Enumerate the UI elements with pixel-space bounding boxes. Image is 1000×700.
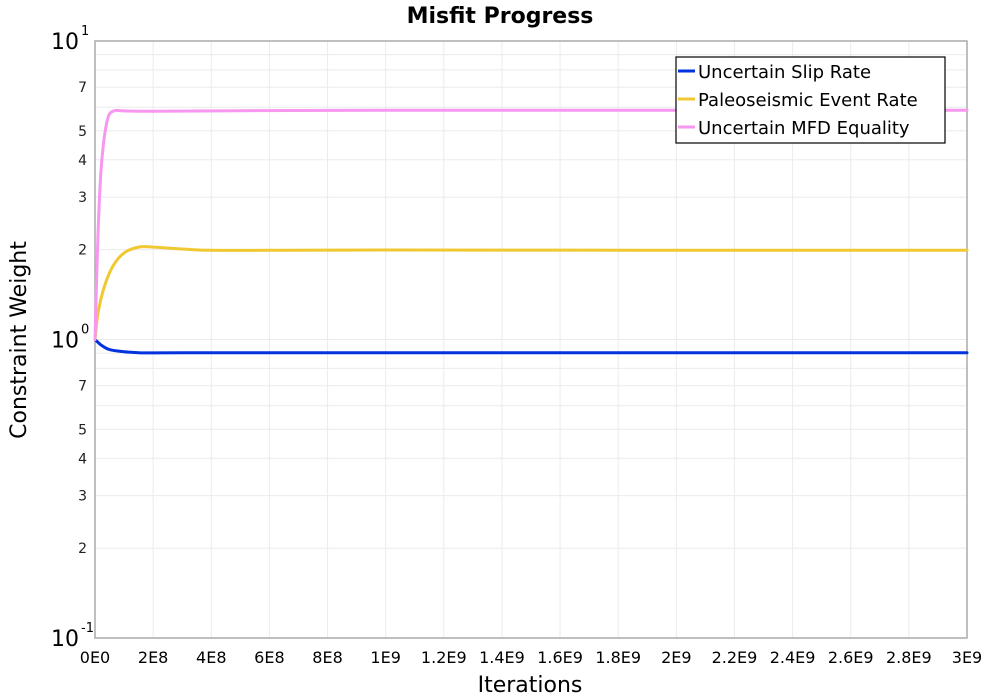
x-axis-title: Iterations [478,673,583,698]
x-tick-label: 1.6E9 [537,648,583,667]
legend-item-uncertain-mfd-equality: Uncertain MFD Equality [678,118,910,139]
x-tick-label: 3E9 [952,648,982,667]
x-tick-label: 1E9 [370,648,400,667]
y-axis-title: Constraint Weight [7,241,32,439]
x-tick-label: 1.2E9 [421,648,467,667]
x-tick-label: 2.4E9 [770,648,816,667]
series-lines [93,108,969,355]
legend: Uncertain Slip Rate Paleoseismic Event R… [675,56,946,144]
x-axis-ticks: 0E0 2E8 4E8 6E8 8E8 1E9 1.2E9 1.4E9 1.6E9 1.8E9 2E… [80,648,982,667]
x-tick-label: 2.6E9 [828,648,874,667]
legend-label: Paleoseismic Event Rate [698,90,918,111]
legend-item-uncertain-slip-rate: Uncertain Slip Rate [678,62,871,83]
series-line-paleoseismic-event-rate [93,245,969,341]
y-minor-tick-label: 7 [78,379,87,395]
y-minor-tick-label: 7 [78,80,87,96]
x-tick-label: 1.4E9 [479,648,525,667]
chart-title: Misfit Progress [407,4,594,29]
y-major-tick-label: 10 -1 [51,621,94,652]
svg-text:10: 10 [51,329,79,354]
x-tick-label: 8E8 [312,648,342,667]
y-minor-tick-label: 4 [78,153,87,169]
y-minor-tick-label: 3 [78,190,87,206]
legend-item-paleoseismic-event-rate: Paleoseismic Event Rate [678,90,918,111]
svg-text:10: 10 [51,627,79,652]
x-tick-label: 2.2E9 [712,648,758,667]
x-tick-label: 0E0 [80,648,110,667]
x-tick-label: 4E8 [196,648,226,667]
series-line-uncertain-slip-rate [93,338,969,355]
svg-text:10: 10 [51,30,79,55]
y-major-tick-label: 10 0 [51,323,89,354]
x-tick-label: 2.8E9 [886,648,932,667]
x-tick-label: 6E8 [254,648,284,667]
series-line-uncertain-mfd-equality [93,108,969,341]
y-minor-tick-label: 4 [78,451,87,467]
y-major-tick-label: 10 1 [51,24,89,55]
legend-label: Uncertain MFD Equality [698,118,910,139]
svg-text:-1: -1 [81,621,94,636]
y-minor-tick-label: 2 [78,243,87,259]
x-tick-label: 2E8 [138,648,168,667]
y-minor-tick-label: 5 [78,422,87,438]
x-tick-label: 2E9 [661,648,691,667]
legend-box [675,56,946,144]
y-minor-tick-label: 3 [78,489,87,505]
y-minor-tick-label: 2 [78,541,87,557]
svg-text:1: 1 [81,24,89,39]
y-minor-tick-label: 5 [78,124,87,140]
legend-label: Uncertain Slip Rate [698,62,871,83]
x-tick-label: 1.8E9 [595,648,641,667]
svg-text:0: 0 [81,323,89,338]
